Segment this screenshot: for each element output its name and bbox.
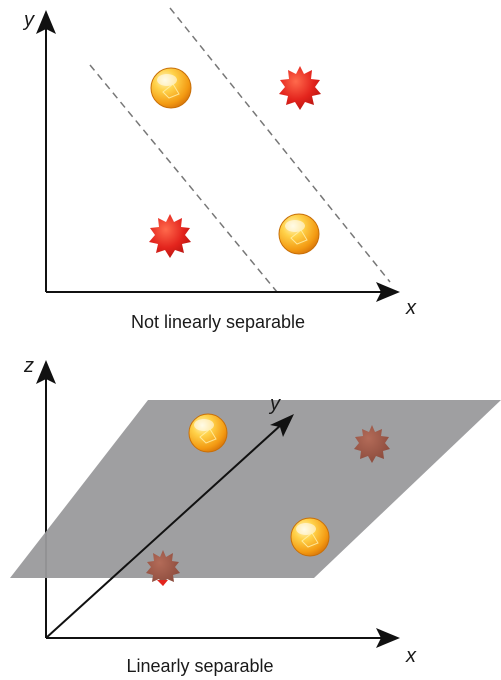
bottom-z-axis-label: z xyxy=(23,355,34,377)
bottom-y-axis-label: y xyxy=(268,393,281,415)
top-panel: y x Not linearly separable xyxy=(22,7,417,332)
top-x-axis-arrow xyxy=(376,282,400,302)
red-star-point-below-plane xyxy=(146,550,180,586)
red-star-point xyxy=(279,66,321,110)
dashed-boundary-left xyxy=(89,64,278,293)
top-x-axis-label: x xyxy=(405,297,417,319)
red-star-point-below-plane xyxy=(354,425,390,463)
bottom-y-axis-arrow xyxy=(270,414,294,437)
bottom-caption: Linearly separable xyxy=(126,656,273,676)
bottom-x-axis-label: x xyxy=(405,645,417,667)
top-y-axis-arrow xyxy=(36,10,56,34)
dashed-boundary-right xyxy=(169,7,391,283)
orange-sphere-point xyxy=(278,213,320,255)
orange-sphere-point xyxy=(188,413,228,453)
bottom-x-axis-arrow xyxy=(376,628,400,648)
red-star-point xyxy=(149,214,191,258)
bottom-panel: y z x Linearly separable xyxy=(10,355,501,676)
separating-plane xyxy=(10,400,501,578)
orange-sphere-point xyxy=(150,67,192,109)
bottom-y-axis xyxy=(45,423,283,639)
top-y-axis-label: y xyxy=(22,9,35,31)
orange-sphere-point xyxy=(290,517,330,557)
top-caption: Not linearly separable xyxy=(131,312,305,332)
bottom-z-axis-arrow xyxy=(36,360,56,384)
